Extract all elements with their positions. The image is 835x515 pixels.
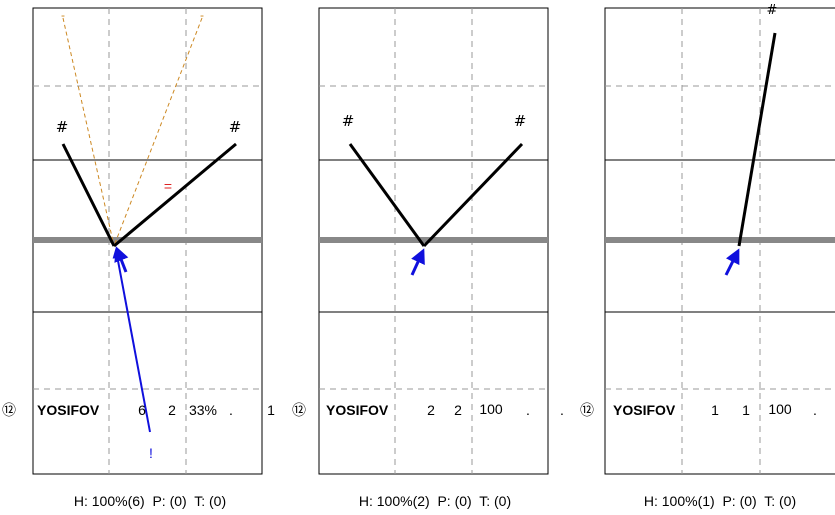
stat-value: .	[560, 402, 564, 418]
shot-line	[737, 32, 777, 247]
panel-3: # ⑫ YOSIFOV 1 1 100 . H: 100%(1) P: (0) …	[580, 3, 835, 509]
stat-value: .	[526, 402, 530, 418]
mid-marker: =	[164, 178, 172, 194]
stat-value: 1	[711, 402, 719, 418]
top-marker: -	[61, 8, 65, 22]
stat-value: 2	[427, 402, 435, 418]
stat-value: 100	[479, 401, 503, 417]
bottom-marker: !	[149, 445, 153, 461]
panel-footer: H: 100%(6) P: (0) T: (0)	[74, 493, 226, 509]
panel-footer: H: 100%(2) P: (0) T: (0)	[359, 493, 511, 509]
shot-result-symbol: #	[229, 118, 242, 136]
pass-arrow	[112, 248, 151, 433]
pass-arrow	[724, 248, 740, 276]
stat-value: 6	[138, 402, 146, 418]
shot-line	[348, 143, 426, 247]
stat-value: 2	[168, 402, 176, 418]
panel-2: # # ⑫ YOSIFOV 2 2 100 . . H: 100%(2) P: …	[292, 7, 564, 509]
player-name: YOSIFOV	[37, 402, 100, 418]
shot-result-symbol: #	[514, 112, 527, 130]
stat-value: 1	[742, 402, 750, 418]
pass-arrow	[410, 248, 425, 276]
stat-value: 1	[267, 402, 275, 418]
stat-value: .	[229, 402, 233, 418]
player-number: ⑫	[580, 402, 594, 418]
pass-arrow	[114, 246, 129, 273]
stat-value: .	[813, 402, 817, 418]
player-name: YOSIFOV	[326, 402, 389, 418]
shot-line	[113, 142, 237, 248]
stat-value: 33%	[189, 402, 217, 418]
panel-1: - - # # = ! ⑫ YOSIFOV 6 2 33% . 1 H: 100…	[2, 7, 275, 509]
guide-line	[62, 17, 115, 247]
player-number: ⑫	[2, 402, 16, 418]
shot-result-symbol: #	[342, 112, 355, 130]
player-number: ⑫	[292, 402, 306, 418]
shot-line	[61, 143, 116, 247]
shot-result-symbol: #	[56, 118, 69, 136]
stat-value: 100	[768, 401, 792, 417]
stat-value: 2	[454, 402, 462, 418]
panel-footer: H: 100%(1) P: (0) T: (0)	[644, 493, 796, 509]
player-name: YOSIFOV	[613, 402, 676, 418]
guide-line	[113, 17, 203, 247]
top-marker: -	[200, 8, 204, 22]
shot-line	[422, 142, 524, 248]
shot-result-symbol: #	[767, 3, 778, 18]
